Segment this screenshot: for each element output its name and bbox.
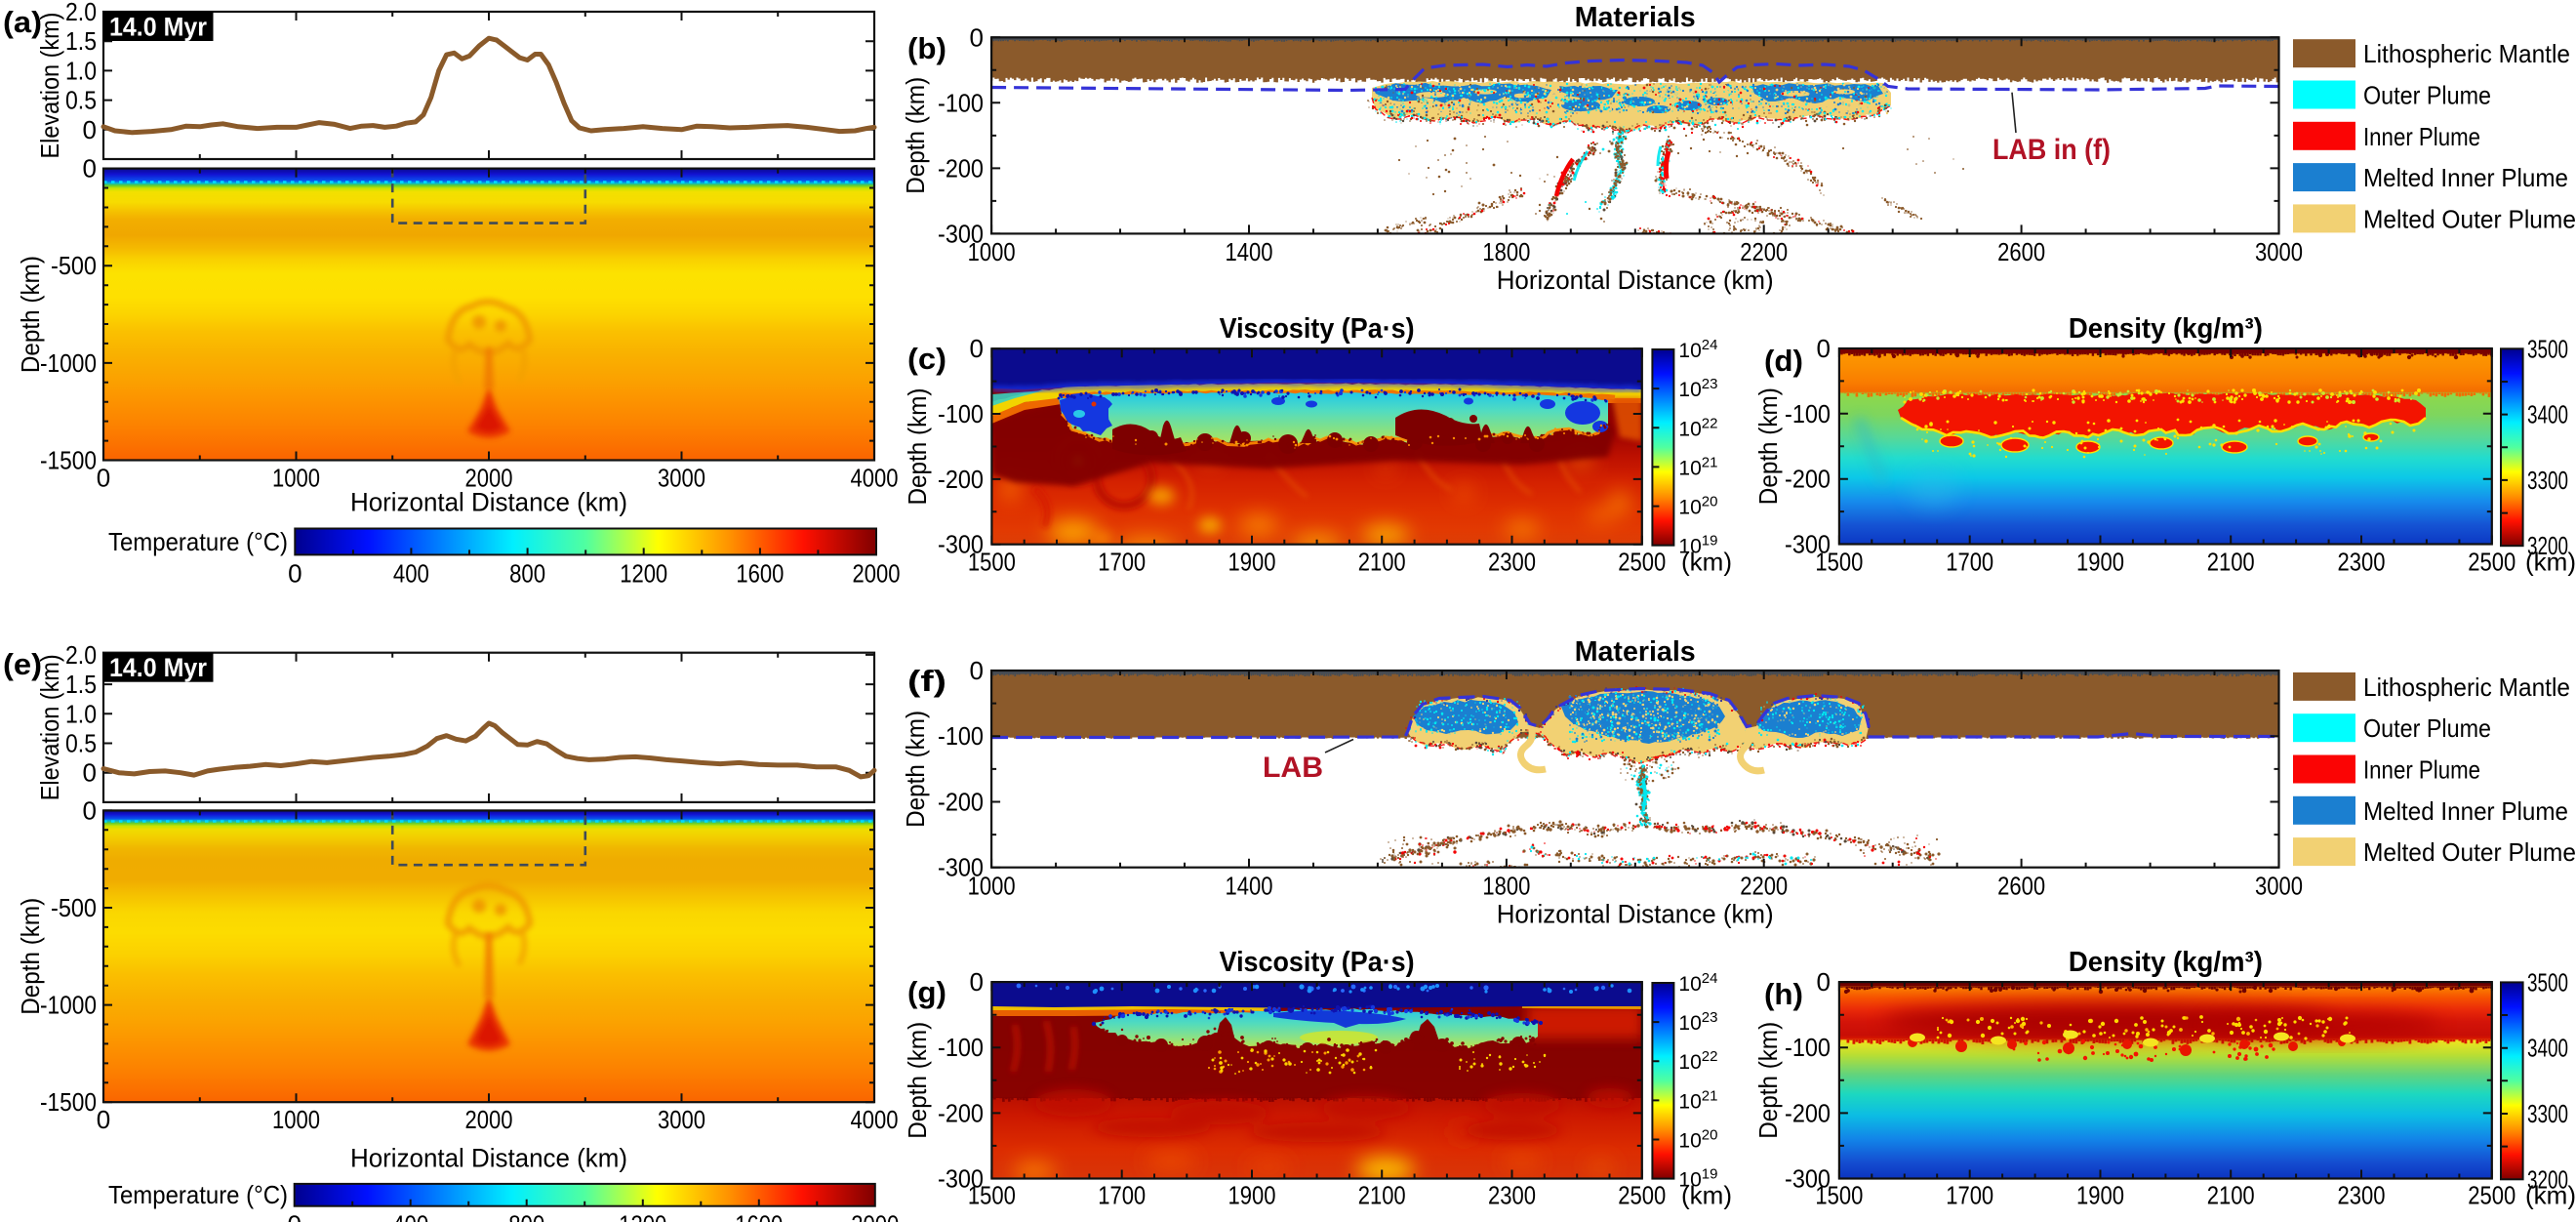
svg-text:Temperature (°C): Temperature (°C) (108, 527, 288, 556)
svg-text:14.0 Myr: 14.0 Myr (109, 13, 207, 42)
svg-text:0: 0 (83, 154, 97, 183)
svg-text:Materials: Materials (1575, 2, 1696, 33)
svg-text:(a): (a) (3, 5, 42, 39)
svg-text:0.5: 0.5 (65, 86, 97, 115)
svg-text:0: 0 (83, 795, 97, 825)
svg-text:Depth (km): Depth (km) (901, 77, 930, 194)
svg-text:Depth (km): Depth (km) (16, 256, 45, 373)
svg-text:-500: -500 (51, 893, 97, 922)
svg-text:1.5: 1.5 (65, 670, 97, 699)
svg-text:Depth (km): Depth (km) (16, 898, 45, 1015)
svg-text:LAB in (f): LAB in (f) (1992, 134, 2111, 166)
svg-text:Melted Inner Plume: Melted Inner Plume (2363, 163, 2568, 192)
svg-text:1600: 1600 (736, 558, 784, 588)
svg-text:1200: 1200 (620, 558, 667, 588)
svg-text:Elevation (km): Elevation (km) (35, 654, 64, 800)
svg-text:1000: 1000 (272, 464, 320, 493)
svg-text:2600: 2600 (1997, 237, 2045, 266)
svg-text:2000: 2000 (853, 558, 901, 588)
svg-text:400: 400 (392, 1210, 428, 1222)
svg-text:-1500: -1500 (40, 446, 97, 475)
svg-text:1600: 1600 (735, 1210, 783, 1222)
svg-text:1.0: 1.0 (65, 699, 97, 728)
svg-text:Lithospheric Mantle: Lithospheric Mantle (2363, 39, 2570, 68)
svg-text:Inner Plume: Inner Plume (2363, 122, 2480, 151)
svg-text:1000: 1000 (968, 237, 1016, 266)
svg-text:Outer Plume: Outer Plume (2363, 81, 2491, 110)
svg-text:1800: 1800 (1482, 237, 1530, 266)
svg-text:0: 0 (970, 22, 984, 52)
svg-text:Melted Outer Plume: Melted Outer Plume (2363, 204, 2576, 233)
svg-text:2000: 2000 (465, 464, 513, 493)
svg-text:4000: 4000 (851, 464, 899, 493)
svg-text:800: 800 (509, 558, 545, 588)
svg-text:1200: 1200 (619, 1210, 666, 1222)
svg-text:-1000: -1000 (40, 991, 97, 1020)
svg-text:-100: -100 (938, 88, 984, 117)
svg-text:0: 0 (83, 115, 97, 144)
svg-text:Elevation (km): Elevation (km) (35, 13, 64, 159)
svg-text:0.5: 0.5 (65, 729, 97, 758)
svg-text:800: 800 (508, 1210, 544, 1222)
svg-text:0: 0 (287, 1210, 301, 1222)
svg-text:(b): (b) (907, 31, 946, 65)
svg-text:3000: 3000 (658, 464, 705, 493)
svg-text:1000: 1000 (272, 1105, 320, 1134)
svg-text:0: 0 (97, 464, 110, 493)
svg-text:-500: -500 (51, 251, 97, 280)
svg-text:Temperature (°C): Temperature (°C) (108, 1180, 288, 1209)
svg-text:Horizontal Distance (km): Horizontal Distance (km) (1497, 265, 1774, 295)
svg-text:Horizontal Distance (km): Horizontal Distance (km) (350, 488, 627, 517)
svg-text:2.0: 2.0 (65, 640, 97, 670)
svg-text:400: 400 (393, 558, 429, 588)
svg-text:3000: 3000 (2255, 237, 2303, 266)
svg-text:-200: -200 (938, 153, 984, 183)
svg-text:-1000: -1000 (40, 348, 97, 378)
svg-text:2200: 2200 (1740, 237, 1788, 266)
svg-text:1400: 1400 (1226, 237, 1273, 266)
svg-text:1.0: 1.0 (65, 56, 97, 85)
svg-text:Horizontal Distance (km): Horizontal Distance (km) (350, 1144, 627, 1173)
svg-text:(e): (e) (3, 647, 42, 681)
svg-text:3000: 3000 (658, 1105, 705, 1134)
svg-text:0: 0 (97, 1105, 110, 1134)
svg-text:0: 0 (288, 558, 302, 588)
svg-text:4000: 4000 (851, 1105, 899, 1134)
svg-text:2000: 2000 (851, 1210, 899, 1222)
svg-text:14.0 Myr: 14.0 Myr (109, 653, 207, 682)
svg-text:0: 0 (83, 758, 97, 788)
svg-text:2.0: 2.0 (65, 0, 97, 26)
svg-text:1.5: 1.5 (65, 26, 97, 56)
svg-text:-300: -300 (938, 219, 984, 248)
svg-text:-1500: -1500 (40, 1087, 97, 1117)
svg-text:2000: 2000 (465, 1105, 513, 1134)
